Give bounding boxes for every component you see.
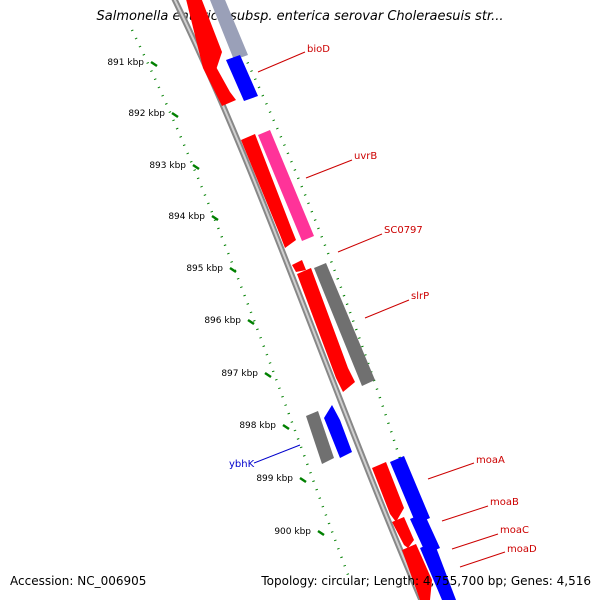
gene-reverse-rect[interactable] (208, 0, 248, 60)
gene-arrow-forward[interactable] (241, 134, 296, 248)
gene-label-connector (451, 533, 499, 550)
major-tick (171, 111, 179, 119)
gene-label-moac[interactable]: moaC (500, 525, 529, 536)
gene-reverse-rect[interactable] (420, 542, 456, 600)
tick-label: 898 kbp (239, 421, 276, 431)
gene-arrow-forward[interactable] (402, 544, 432, 600)
tick-label: 894 kbp (168, 212, 205, 222)
major-tick (282, 423, 290, 431)
gene-reverse-rect[interactable] (226, 55, 258, 101)
major-tick (264, 371, 272, 379)
gene-label-biod[interactable]: bioD (307, 44, 330, 55)
gene-label-connector (459, 551, 506, 568)
gene-label-connector (337, 233, 383, 253)
gene-arrow-reverse[interactable] (324, 405, 352, 458)
major-tick (247, 318, 255, 326)
gene-label-moad[interactable]: moaD (507, 544, 537, 555)
tick-labels: 891 kbp 892 kbp 893 kbp 894 kbp 895 kbp 896 k… (107, 58, 311, 537)
gene-arrow-forward[interactable] (203, 65, 236, 106)
major-tick (211, 214, 219, 222)
tick-label: 899 kbp (256, 474, 293, 484)
accession-text: Accession: NC_006905 (10, 574, 147, 588)
tick-label: 896 kbp (204, 316, 241, 326)
gene-label-connectors (253, 51, 506, 568)
tick-label: 900 kbp (274, 527, 311, 537)
major-ticks (150, 60, 325, 537)
gene-label-connector (427, 462, 475, 480)
gene-label-connector (364, 299, 410, 319)
gene-label-connector (253, 444, 301, 464)
tick-label: 893 kbp (149, 161, 186, 171)
gene-label-moaa[interactable]: moaA (476, 455, 505, 466)
gene-label-uvrb[interactable]: uvrB (354, 151, 377, 162)
tick-label: 897 kbp (221, 369, 258, 379)
gene-gray-rect[interactable] (314, 263, 375, 386)
gene-label-connector (257, 51, 306, 73)
tick-label: 892 kbp (128, 109, 165, 119)
gene-label-connector (305, 159, 353, 179)
gene-gray-rect[interactable] (306, 411, 334, 464)
gene-arrow-forward[interactable] (372, 462, 404, 522)
gene-reverse-rect[interactable] (390, 456, 430, 524)
gene-small-arrow[interactable] (292, 260, 306, 272)
gene-label-slrp[interactable]: slrP (411, 291, 429, 302)
gene-label-moab[interactable]: moaB (490, 497, 519, 508)
major-tick (229, 266, 237, 274)
major-tick (317, 529, 325, 537)
gene-label-connector (441, 505, 489, 522)
summary-text: Topology: circular; Length: 4,755,700 bp… (261, 574, 591, 588)
gene-labels: bioD uvrB SC0797 slrP ybhK moaA moaB moaC moaD (229, 44, 537, 555)
gene-arrow-forward[interactable] (297, 268, 355, 392)
inner-tick-track (130, 29, 352, 581)
gene-arrow-forward[interactable] (185, 0, 222, 70)
gene-arrow-forward[interactable] (392, 517, 414, 548)
gene-pink-rect[interactable] (258, 130, 314, 241)
gene-label-sc0797[interactable]: SC0797 (384, 225, 423, 236)
major-tick (150, 60, 158, 68)
major-tick (299, 476, 307, 484)
tick-label: 895 kbp (186, 264, 223, 274)
gene-label-ybhk[interactable]: ybhK (229, 459, 255, 470)
tick-label: 891 kbp (107, 58, 144, 68)
major-tick (192, 163, 200, 171)
